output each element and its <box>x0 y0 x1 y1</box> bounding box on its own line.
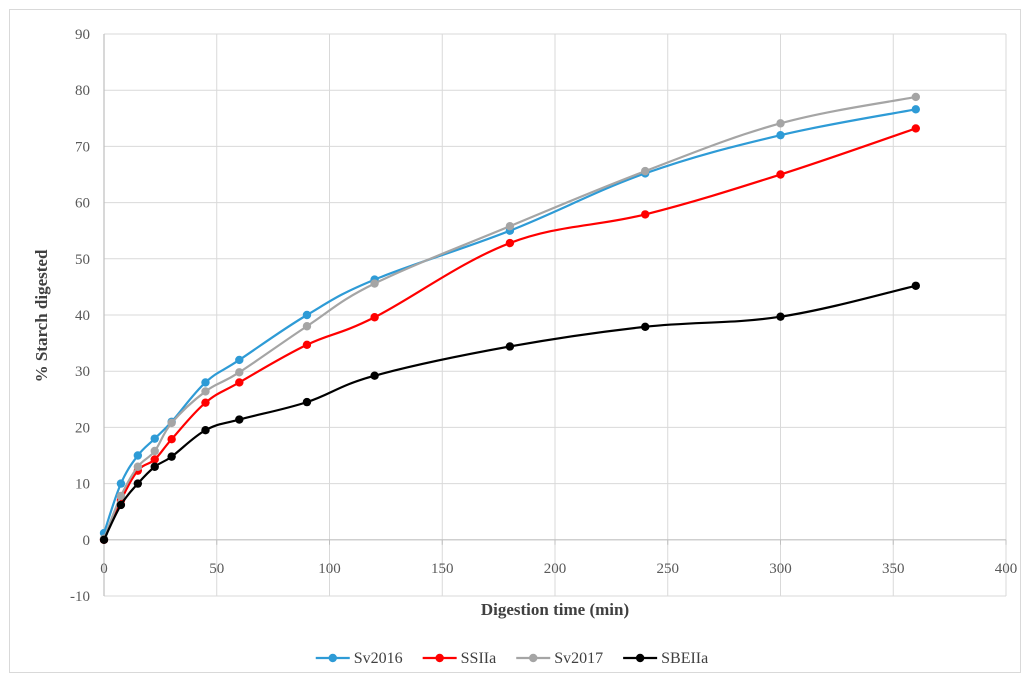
data-point <box>505 342 515 351</box>
data-point <box>133 451 143 460</box>
data-point <box>641 210 650 219</box>
legend-item-sv2017: Sv2017 <box>516 650 603 667</box>
data-point <box>167 435 176 444</box>
data-point <box>116 500 126 510</box>
data-point <box>116 479 126 488</box>
legend-swatch-marker <box>635 653 645 663</box>
legend-label: SBEIIa <box>661 650 708 667</box>
data-point <box>776 312 785 321</box>
legend-label: Sv2016 <box>354 650 403 667</box>
x-tick-label: 150 <box>431 561 454 577</box>
data-point <box>150 446 159 456</box>
data-point <box>201 378 210 387</box>
x-tick-labels: 0 50 100 150 200 250 300 350 400 <box>100 561 1017 577</box>
legend: Sv2016 SSIIa Sv2017 SBEIIa <box>315 650 708 667</box>
series-line <box>102 127 917 541</box>
legend-swatch-marker <box>435 653 444 663</box>
legend-label: SSIIa <box>461 650 497 667</box>
data-point <box>302 340 312 349</box>
data-point <box>911 124 920 133</box>
series-sbeiia <box>99 281 920 544</box>
data-point <box>167 418 176 428</box>
data-point <box>370 313 379 322</box>
data-point <box>776 170 785 179</box>
x-tick-label: 100 <box>318 561 341 577</box>
data-point <box>201 426 210 435</box>
data-point <box>911 281 920 290</box>
series-lines <box>99 92 920 544</box>
y-tick-label: 50 <box>75 252 90 268</box>
data-point <box>302 310 312 320</box>
y-tick-label: 40 <box>75 308 90 324</box>
series-sv2017 <box>99 92 920 543</box>
y-tick-label: 10 <box>75 477 90 493</box>
x-tick-label: 300 <box>769 561 792 577</box>
y-tick-label: 0 <box>83 533 91 549</box>
data-point <box>505 238 515 248</box>
data-point <box>302 322 312 331</box>
series-ssiia <box>99 124 920 544</box>
y-tick-label: 80 <box>75 83 90 99</box>
data-point <box>99 535 109 544</box>
data-point <box>641 322 650 332</box>
y-tick-label: 90 <box>75 27 90 43</box>
data-point <box>235 368 244 377</box>
y-tick-labels: -10 0 10 20 30 40 50 60 70 80 90 <box>70 27 90 605</box>
data-point <box>133 479 143 488</box>
y-tick-label: 30 <box>75 364 90 380</box>
data-point <box>641 166 650 176</box>
x-tick-label: 0 <box>100 561 108 577</box>
legend-swatch-marker <box>529 653 538 663</box>
series-sv2016 <box>99 105 920 538</box>
legend-swatch-marker <box>328 653 337 663</box>
data-point <box>150 455 159 464</box>
legend-item-sbeiia: SBEIIa <box>623 650 708 667</box>
y-tick-label: 20 <box>75 420 90 436</box>
data-point <box>150 462 159 471</box>
data-point <box>235 415 244 424</box>
data-point <box>505 222 515 231</box>
data-point <box>776 130 785 140</box>
data-point <box>116 491 126 501</box>
gridlines <box>104 33 1007 597</box>
data-point <box>235 378 244 387</box>
data-point <box>201 398 210 407</box>
y-tick-label: 70 <box>75 139 90 155</box>
legend-item-ssiia: SSIIa <box>422 650 497 667</box>
data-point <box>911 105 920 114</box>
y-tick-label: -10 <box>70 589 90 605</box>
x-tick-label: 250 <box>657 561 680 577</box>
legend-label: Sv2017 <box>554 650 603 667</box>
x-tick-label: 200 <box>544 561 567 577</box>
series-line <box>102 108 917 534</box>
data-point <box>150 434 159 443</box>
data-point <box>167 452 176 461</box>
data-point <box>201 387 210 396</box>
x-tick-label: 50 <box>209 561 224 577</box>
y-axis-title: % Starch digested <box>32 249 51 382</box>
data-point <box>370 279 379 288</box>
y-tick-label: 60 <box>75 196 90 212</box>
data-point <box>776 119 785 128</box>
x-axis-title: Digestion time (min) <box>481 600 629 619</box>
x-tick-label: 350 <box>882 561 905 577</box>
x-tick-label: 400 <box>995 561 1018 577</box>
data-point <box>302 397 312 407</box>
data-point <box>370 371 379 380</box>
legend-item-sv2016: Sv2016 <box>315 650 403 667</box>
data-point <box>235 355 244 365</box>
series-line <box>102 95 917 540</box>
data-point <box>133 462 143 471</box>
data-point <box>911 92 920 102</box>
series-line <box>103 284 917 541</box>
